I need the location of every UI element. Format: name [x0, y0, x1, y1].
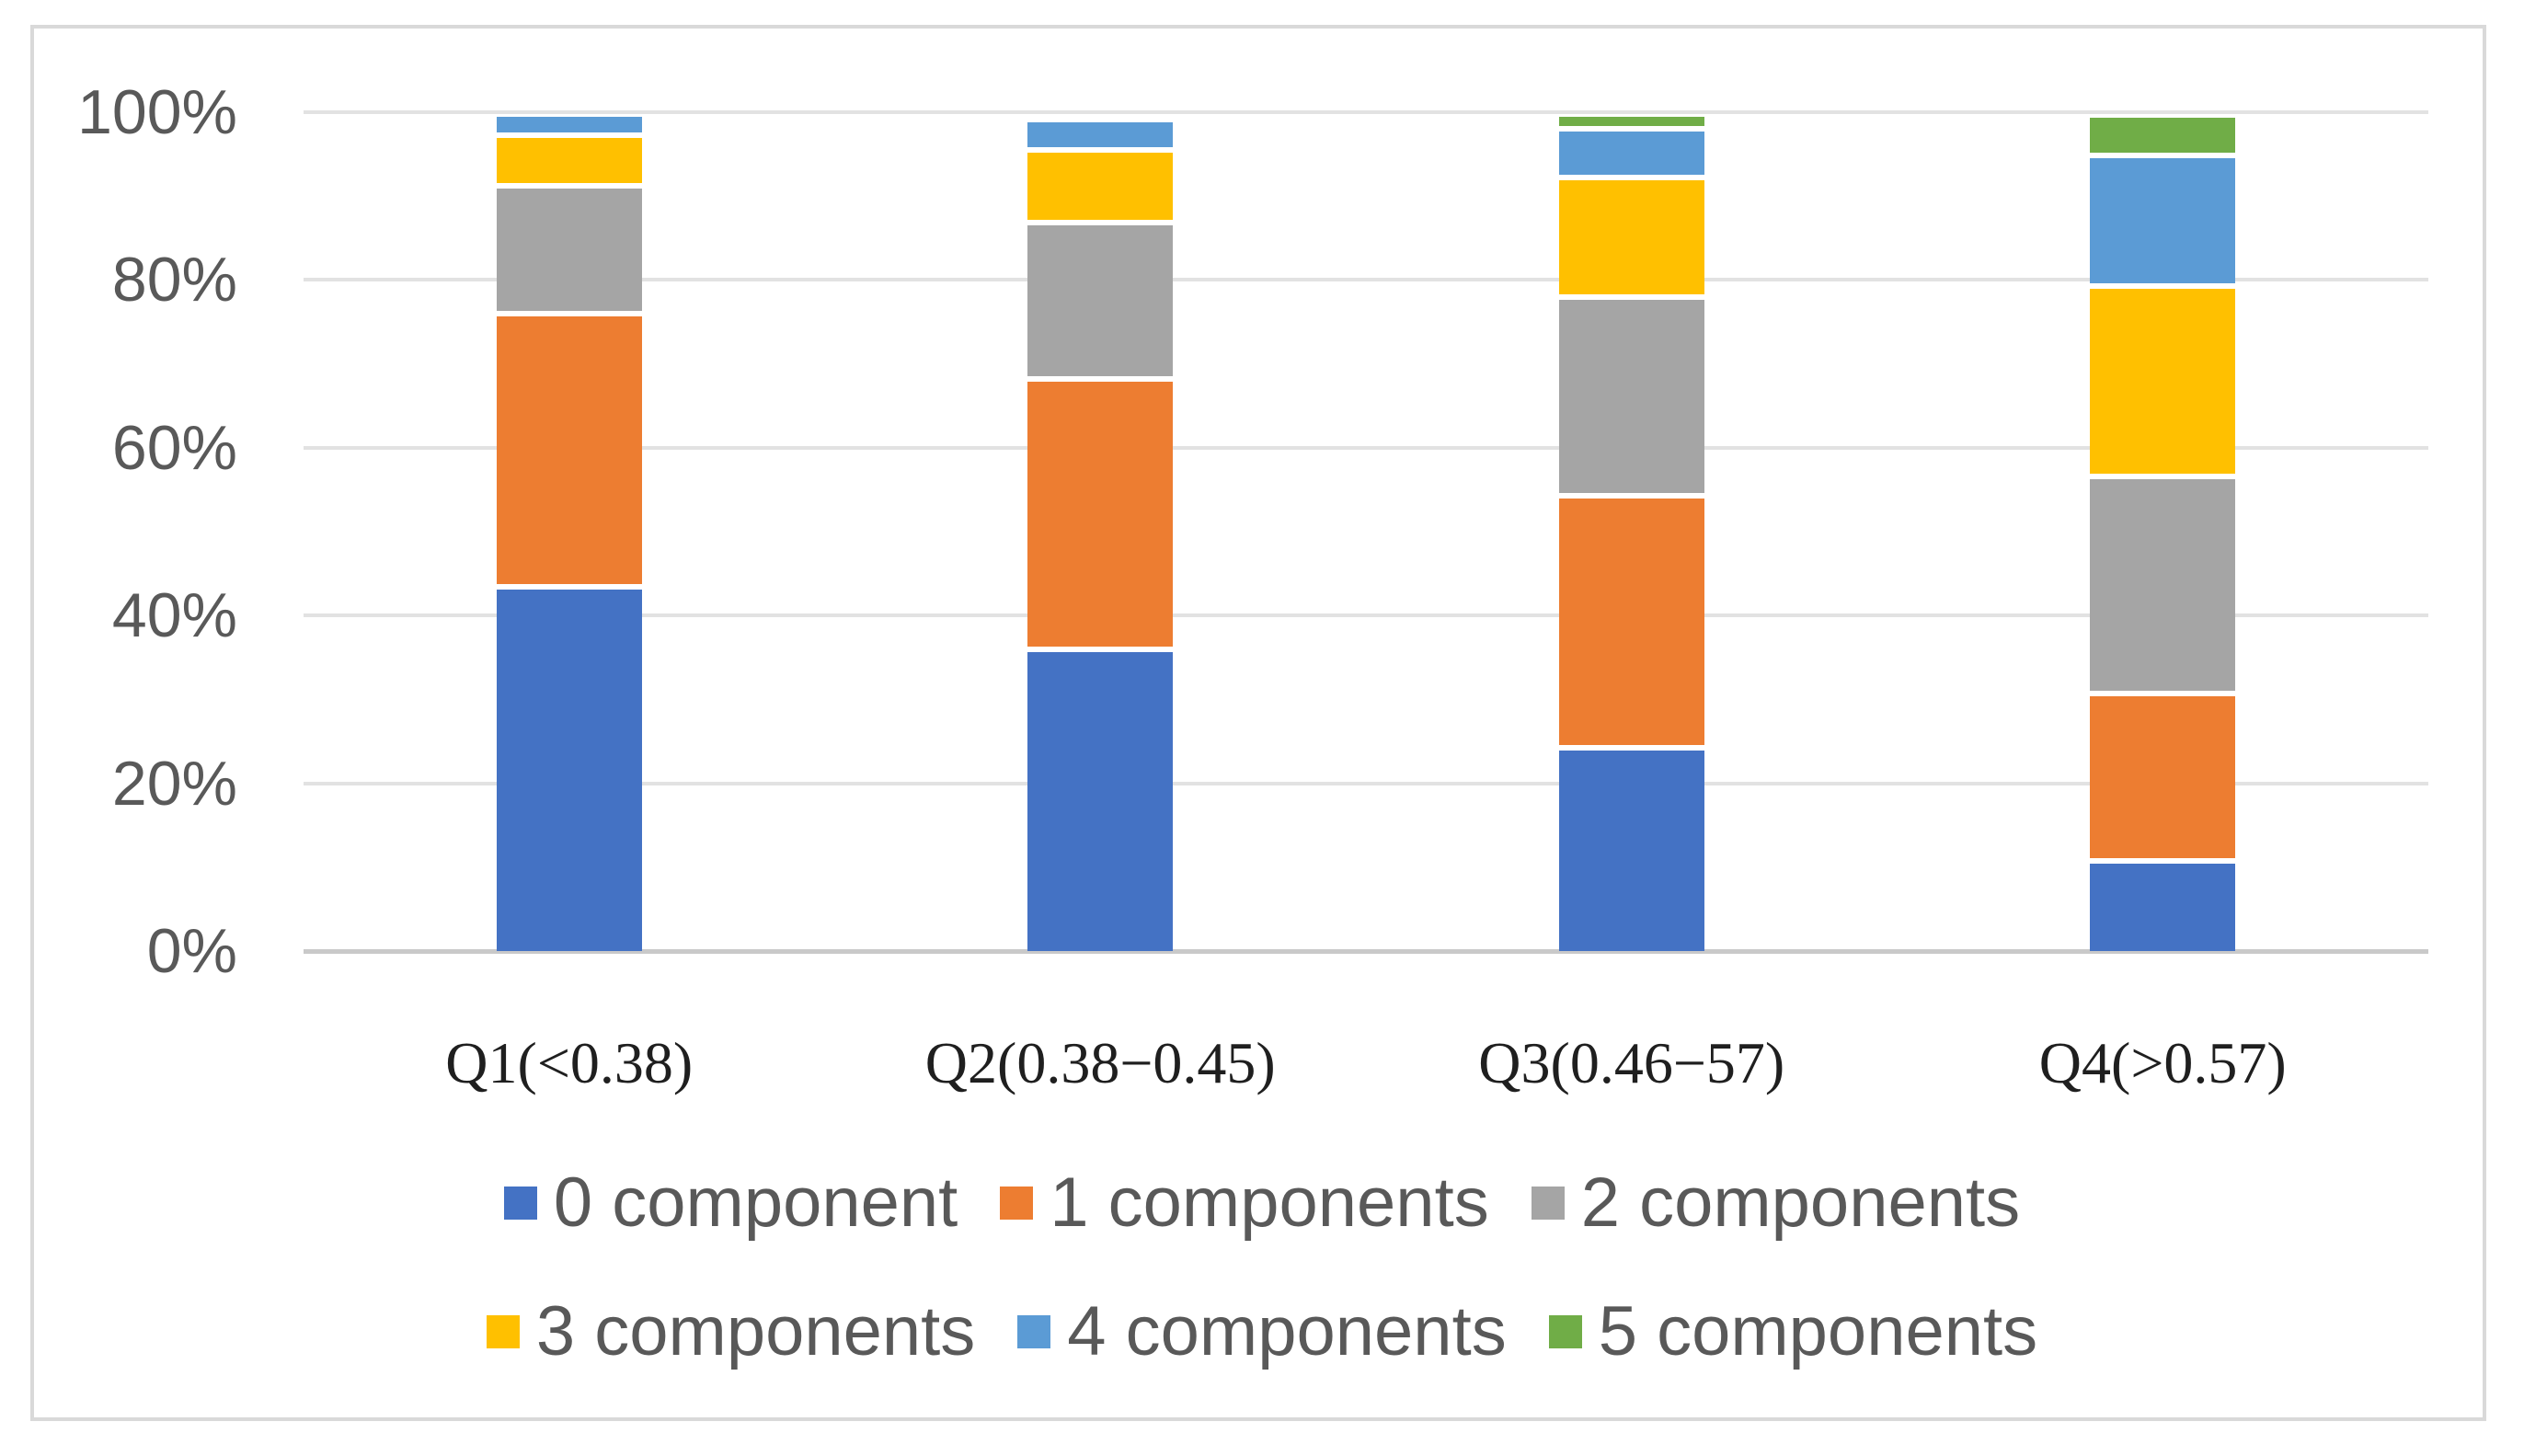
bar-segment-5-components — [1558, 116, 1704, 126]
bar-Q3(0.46−57) — [1558, 112, 1704, 951]
bar-segment-1-components — [1027, 376, 1174, 647]
bar-segment-0-component — [496, 584, 642, 951]
y-tick-label-80: 80% — [111, 245, 237, 315]
bar-segment-2-components — [1027, 219, 1174, 377]
bar-segment-3-components — [1027, 147, 1174, 220]
legend-item-0-component: 0 component — [503, 1164, 958, 1242]
bar-segment-1-components — [1558, 493, 1704, 745]
y-tick-label-20: 20% — [111, 748, 237, 819]
legend-swatch-0-component — [503, 1187, 537, 1220]
legend-label: 4 components — [1067, 1292, 1507, 1370]
legend-label: 2 components — [1580, 1164, 2021, 1242]
legend-swatch-2-components — [1531, 1187, 1565, 1220]
y-tick-label-0: 0% — [146, 916, 237, 986]
legend-label: 5 components — [1598, 1292, 2038, 1370]
y-tick-label-100: 100% — [77, 77, 237, 147]
legend-label: 0 component — [553, 1164, 958, 1242]
y-tick-label-60: 60% — [111, 412, 237, 483]
legend-label: 3 components — [535, 1292, 976, 1370]
plot-area — [304, 110, 2428, 954]
bar-segment-0-component — [1027, 646, 1174, 951]
legend-item-2-components: 2 components — [1531, 1164, 2021, 1242]
bar-segment-4-components — [2090, 152, 2236, 284]
bar-segment-5-components — [2090, 118, 2236, 153]
bar-Q2(0.38−0.45) — [1027, 112, 1174, 951]
legend-row-2: 3 components 4 components 5 components — [0, 1280, 2524, 1383]
bar-Q4(>0.57) — [2090, 112, 2236, 951]
bar-segment-0-component — [2090, 857, 2236, 951]
bar-segment-0-component — [1558, 744, 1704, 951]
legend-item-3-components: 3 components — [486, 1292, 976, 1370]
legend-row-1: 0 component 1 components 2 components — [0, 1152, 2524, 1255]
legend-label: 1 components — [1050, 1164, 1489, 1242]
bar-segment-2-components — [2090, 474, 2236, 692]
bar-segment-1-components — [2090, 691, 2236, 858]
legend-item-4-components: 4 components — [1017, 1292, 1507, 1370]
x-category-label-1: Q1(<0.38) — [445, 1030, 694, 1095]
bar-segment-2-components — [496, 182, 642, 312]
x-category-label-2: Q2(0.38−0.45) — [924, 1030, 1276, 1095]
legend-item-5-components: 5 components — [1548, 1292, 2038, 1370]
x-category-label-3: Q3(0.46−57) — [1478, 1030, 1785, 1095]
x-axis-line — [304, 949, 2428, 954]
legend-item-1-components: 1 components — [1000, 1164, 1489, 1242]
legend-swatch-1-components — [1000, 1187, 1034, 1220]
gridline-40pct — [304, 613, 2428, 618]
bar-segment-3-components — [2090, 283, 2236, 475]
bar-segment-4-components — [496, 116, 642, 132]
bar-segment-3-components — [1558, 175, 1704, 294]
legend-swatch-5-components — [1548, 1315, 1582, 1348]
bar-segment-4-components — [1027, 121, 1174, 148]
bar-segment-2-components — [1558, 293, 1704, 494]
gridline-20pct — [304, 781, 2428, 785]
gridline-60pct — [304, 445, 2428, 450]
y-tick-label-40: 40% — [111, 580, 237, 651]
gridline-80pct — [304, 278, 2428, 282]
bar-Q1(<0.38) — [496, 112, 642, 951]
legend: 0 component 1 components 2 components 3 com… — [0, 1152, 2524, 1383]
legend-swatch-3-components — [486, 1315, 520, 1348]
bar-segment-3-components — [496, 132, 642, 183]
gridline-100pct — [304, 110, 2428, 114]
bar-segment-4-components — [1558, 125, 1704, 176]
chart-border — [30, 25, 2486, 1421]
legend-swatch-4-components — [1017, 1315, 1051, 1348]
bar-segment-1-components — [496, 311, 642, 585]
x-category-label-4: Q4(>0.57) — [2038, 1030, 2287, 1095]
